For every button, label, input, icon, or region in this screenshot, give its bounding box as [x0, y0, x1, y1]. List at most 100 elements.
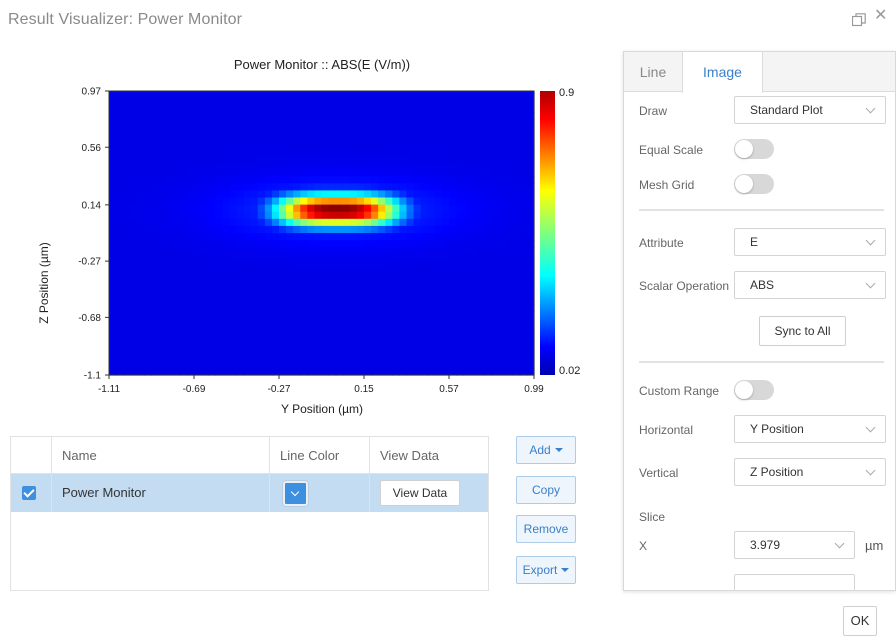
heatmap-cell — [328, 112, 337, 120]
heatmap-cell — [144, 233, 153, 241]
heatmap-cell — [371, 261, 379, 270]
heatmap-cell — [371, 268, 379, 277]
heatmap-cell — [201, 133, 209, 142]
heatmap-cell — [144, 339, 153, 348]
remove-button[interactable]: Remove — [516, 515, 576, 543]
heatmap-cell — [512, 318, 521, 326]
heatmap-cell — [229, 367, 238, 376]
heatmap-cell — [491, 353, 500, 362]
heatmap-cell — [264, 91, 273, 99]
tab-line[interactable]: Line — [639, 64, 667, 80]
table-row[interactable]: Power Monitor View Data — [11, 474, 488, 512]
heatmap-cell — [279, 154, 287, 163]
slice-label: Slice — [639, 510, 666, 524]
heatmap-cell — [186, 233, 195, 241]
heatmap-cell — [470, 247, 478, 255]
heatmap-cell — [321, 154, 330, 163]
heatmap-cell — [179, 353, 188, 362]
heatmap-cell — [427, 105, 436, 113]
heatmap-cell — [399, 289, 408, 298]
heatmap-cell — [271, 233, 280, 241]
attribute-select[interactable]: E — [734, 228, 886, 256]
slice-next-select[interactable] — [734, 574, 855, 590]
close-icon[interactable]: ✕ — [874, 7, 888, 24]
view-data-button[interactable]: View Data — [380, 480, 460, 506]
heatmap-cell — [413, 133, 422, 142]
heatmap-cell — [229, 268, 238, 277]
heatmap-cell — [286, 91, 294, 99]
heatmap-cell — [463, 98, 471, 106]
heatmap-cell — [342, 360, 351, 369]
draw-select[interactable]: Standard Plot — [734, 96, 886, 124]
heatmap-cell — [201, 304, 209, 312]
heatmap-cell — [498, 240, 507, 248]
horizontal-select[interactable]: Y Position — [734, 415, 886, 443]
heatmap-cell — [172, 247, 181, 255]
restore-window-icon[interactable] — [852, 13, 866, 27]
scalar-operation-select[interactable]: ABS — [734, 271, 886, 299]
heatmap-cell — [526, 360, 535, 369]
heatmap-cell — [349, 176, 358, 184]
heatmap-cell — [364, 240, 372, 248]
heatmap-cell — [194, 218, 202, 227]
equal-scale-toggle[interactable] — [734, 139, 774, 159]
sync-to-all-button[interactable]: Sync to All — [759, 316, 846, 346]
heatmap-cell — [243, 353, 252, 362]
add-button[interactable]: Add — [516, 436, 576, 464]
heatmap-cell — [328, 91, 337, 99]
y-tick-label: -1.1 — [84, 371, 102, 382]
heatmap-cell — [470, 98, 478, 106]
heatmap-cell — [491, 218, 500, 227]
heatmap-cell — [406, 218, 415, 227]
heatmap-cell — [179, 183, 188, 191]
slice-x-select[interactable]: 3.979 — [734, 531, 855, 559]
heatmap-cell — [151, 346, 160, 355]
heatmap-cell — [484, 367, 493, 376]
heatmap-cell — [116, 190, 124, 199]
heatmap-cell — [208, 197, 216, 206]
heatmap-cell — [186, 225, 195, 234]
heatmap-cell — [441, 112, 450, 120]
heatmap-cell — [427, 268, 436, 277]
mesh-grid-toggle[interactable] — [734, 174, 774, 194]
heatmap-cell — [328, 154, 337, 163]
heatmap-cell — [378, 176, 386, 184]
heatmap-cell — [406, 261, 415, 270]
export-button[interactable]: Export — [516, 556, 576, 584]
row-checkbox[interactable] — [22, 486, 36, 500]
heatmap-cell — [498, 233, 507, 241]
copy-button[interactable]: Copy — [516, 476, 576, 504]
custom-range-toggle[interactable] — [734, 380, 774, 400]
heatmap-cell — [271, 367, 280, 376]
heatmap-cell — [356, 140, 365, 149]
heatmap-cell — [371, 332, 379, 341]
heatmap-cell — [314, 126, 323, 135]
heatmap-cell — [378, 254, 386, 262]
heatmap-cell — [300, 282, 308, 291]
line-color-picker[interactable] — [283, 481, 308, 506]
heatmap-cell — [491, 176, 500, 184]
vertical-select[interactable]: Z Position — [734, 458, 886, 486]
heatmap-cell — [158, 311, 167, 319]
heatmap-cell — [456, 233, 464, 241]
heatmap-cell — [449, 353, 457, 362]
heatmap-cell — [392, 190, 401, 199]
heatmap-cell — [477, 112, 486, 120]
heatmap-cell — [229, 275, 238, 284]
heatmap-cell — [293, 147, 301, 156]
heatmap-cell — [420, 169, 429, 177]
heatmap-cell — [300, 268, 308, 277]
heatmap-cell — [201, 311, 209, 319]
heatmap-cell — [526, 332, 535, 341]
heatmap-cell — [385, 233, 393, 241]
heatmap-cell — [250, 282, 259, 291]
tab-image[interactable]: Image — [682, 52, 763, 93]
heatmap-cell — [321, 296, 330, 305]
heatmap-cell — [449, 126, 457, 135]
heatmap-cell — [434, 190, 443, 199]
heatmap-cell — [130, 105, 138, 113]
ok-button[interactable]: OK — [843, 606, 877, 636]
heatmap-cell — [116, 261, 124, 270]
heatmap-cell — [456, 247, 464, 255]
heatmap-cell — [399, 247, 408, 255]
